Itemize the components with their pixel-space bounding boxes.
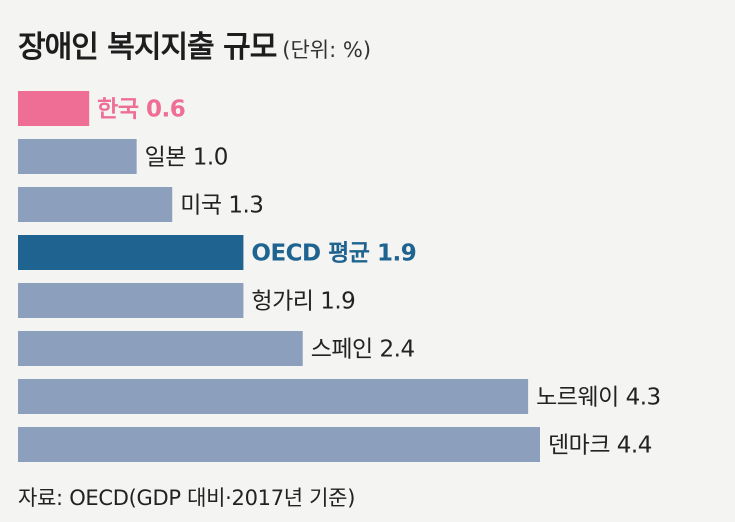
bar-6 [18, 379, 529, 414]
bar-2 [18, 187, 173, 222]
bar-0 [18, 91, 90, 126]
bar-label-6: 노르웨이 4.3 [536, 385, 661, 411]
bar-7 [18, 427, 540, 462]
bar-label-5: 스페인 2.4 [311, 337, 415, 363]
bar-label-7: 덴마크 4.4 [548, 433, 652, 459]
chart-title-text: 장애인 복지지출 규모 [18, 30, 277, 65]
bar-5 [18, 331, 303, 366]
bar-label-0: 한국 0.6 [97, 97, 185, 123]
bar-label-1: 일본 1.0 [145, 145, 228, 171]
bar-3 [18, 235, 244, 270]
bar-4 [18, 283, 244, 318]
bar-1 [18, 139, 137, 174]
bar-label-3: OECD 평균 1.9 [251, 241, 416, 267]
bar-label-2: 미국 1.3 [180, 193, 263, 219]
chart-unit: (단위: %) [282, 38, 372, 62]
bar-label-4: 헝가리 1.9 [251, 289, 355, 315]
source-note: 자료: OECD(GDP 대비·2017년 기준) [18, 486, 356, 510]
chart-title: 장애인 복지지출 규모 (단위: %) [18, 22, 371, 66]
